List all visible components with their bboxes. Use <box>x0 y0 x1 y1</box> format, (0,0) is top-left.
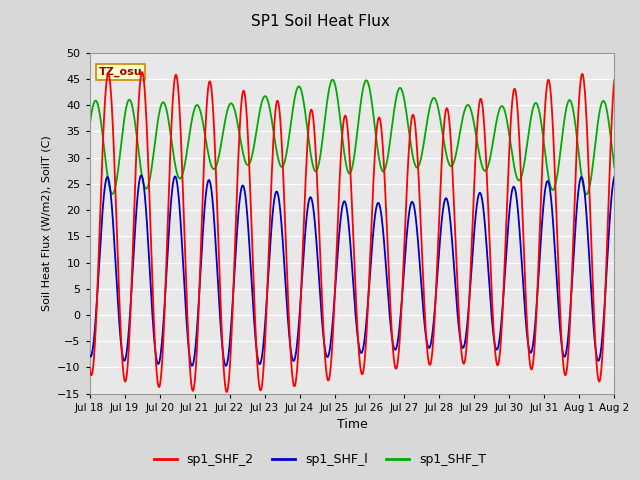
sp1_SHF_T <box>544 169 552 175</box>
sp1_SHF_2 <box>223 389 230 395</box>
sp1_SHF_l <box>310 210 318 216</box>
sp1_SHF_T <box>582 192 590 197</box>
sp1_SHF_l <box>600 305 608 311</box>
sp1_SHF_2 <box>600 312 608 317</box>
sp1_SHF_l <box>177 222 184 228</box>
sp1_SHF_2 <box>611 77 618 83</box>
sp1_SHF_l <box>138 172 145 178</box>
Text: SP1 Soil Heat Flux: SP1 Soil Heat Flux <box>251 14 389 29</box>
sp1_SHF_l <box>222 363 230 369</box>
sp1_SHF_2 <box>544 78 552 84</box>
sp1_SHF_T <box>611 165 618 170</box>
sp1_SHF_2 <box>310 122 318 128</box>
sp1_SHF_2 <box>138 69 146 75</box>
sp1_SHF_T <box>146 178 154 184</box>
sp1_SHF_l <box>146 265 154 271</box>
sp1_SHF_T <box>287 121 294 127</box>
sp1_SHF_2 <box>86 365 93 371</box>
sp1_SHF_2 <box>177 132 184 137</box>
sp1_SHF_l <box>544 178 552 184</box>
Line: sp1_SHF_T: sp1_SHF_T <box>90 80 614 194</box>
sp1_SHF_T <box>177 175 184 181</box>
sp1_SHF_l <box>287 350 295 356</box>
Text: TZ_osu: TZ_osu <box>99 67 143 77</box>
Line: sp1_SHF_2: sp1_SHF_2 <box>90 72 614 392</box>
sp1_SHF_T <box>329 77 337 83</box>
Line: sp1_SHF_l: sp1_SHF_l <box>90 175 614 366</box>
sp1_SHF_T <box>86 123 93 129</box>
sp1_SHF_l <box>611 174 618 180</box>
X-axis label: Time: Time <box>337 418 367 431</box>
Y-axis label: Soil Heat Flux (W/m2), SoilT (C): Soil Heat Flux (W/m2), SoilT (C) <box>42 135 52 311</box>
sp1_SHF_T <box>310 165 317 171</box>
sp1_SHF_2 <box>287 359 295 365</box>
sp1_SHF_T <box>600 99 608 105</box>
sp1_SHF_l <box>86 353 93 359</box>
Legend: sp1_SHF_2, sp1_SHF_l, sp1_SHF_T: sp1_SHF_2, sp1_SHF_l, sp1_SHF_T <box>149 448 491 471</box>
sp1_SHF_2 <box>146 199 154 205</box>
